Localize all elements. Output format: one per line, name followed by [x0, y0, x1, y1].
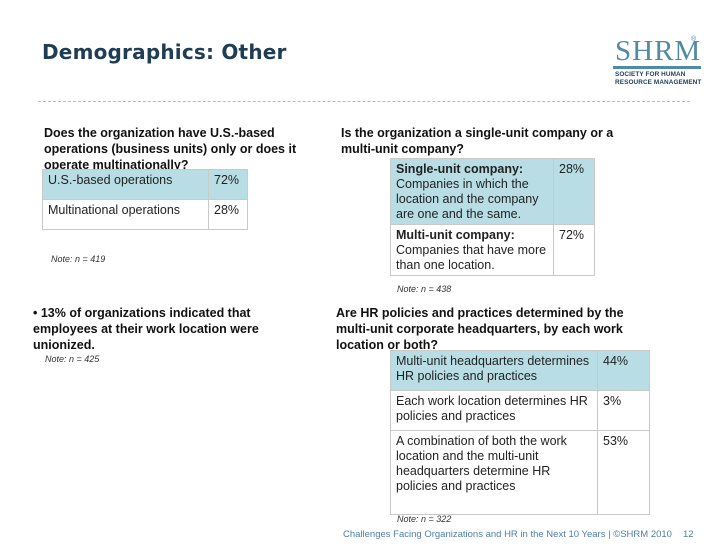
- q2-row-1-cell: Single-unit company: Companies in which …: [390, 158, 554, 225]
- q4-row-2-label: Each work location determines HR policie…: [390, 390, 598, 431]
- table-row: Single-unit company: Companies in which …: [390, 158, 595, 225]
- q2-row-2-title: Multi-unit company:: [396, 228, 515, 242]
- table-row: Multinational operations 28%: [42, 199, 248, 230]
- q3-statement: • 13% of organizations indicated that em…: [33, 306, 259, 352]
- q2-row-1-desc: Companies in which the location and the …: [396, 177, 539, 221]
- q1-row-2-label: Multinational operations: [42, 199, 209, 230]
- q2-row-2-cell: Multi-unit company: Companies that have …: [390, 224, 554, 276]
- logo-line-1: SOCIETY FOR HUMAN: [615, 71, 686, 78]
- table-row: A combination of both the work location …: [390, 430, 650, 515]
- q2-table: Single-unit company: Companies in which …: [390, 158, 595, 276]
- q4-note: Note: n = 322: [397, 514, 452, 524]
- q1-note: Note: n = 419: [51, 254, 106, 264]
- q2-row-1-title: Single-unit company:: [396, 162, 524, 176]
- q1-row-2-pct: 28%: [208, 199, 248, 230]
- table-row: Multi-unit headquarters determines HR po…: [390, 350, 650, 391]
- q2-row-1-pct: 28%: [553, 158, 595, 225]
- q1-table: U.S.-based operations 72% Multinational …: [42, 169, 248, 230]
- q1-question: Does the organization have U.S.-based op…: [44, 126, 297, 172]
- q2-row-2-desc: Companies that have more than one locati…: [396, 243, 547, 272]
- registered-icon: ®: [691, 36, 697, 43]
- q4-row-3-label: A combination of both the work location …: [390, 430, 598, 515]
- q3-note: Note: n = 425: [45, 354, 100, 364]
- q4-row-2-pct: 3%: [597, 390, 650, 431]
- logo-bar: [613, 66, 701, 69]
- q1-row-1-label: U.S.-based operations: [42, 169, 209, 200]
- title-divider: [38, 101, 690, 102]
- q4-row-1-pct: 44%: [597, 350, 650, 391]
- table-row: Multi-unit company: Companies that have …: [390, 224, 595, 276]
- logo-line-2: RESOURCE MANAGEMENT: [615, 78, 702, 86]
- page-title: Demographics: Other: [42, 40, 287, 64]
- table-row: U.S.-based operations 72%: [42, 169, 248, 200]
- q2-row-2-pct: 72%: [553, 224, 595, 276]
- shrm-logo: SHRM ® SOCIETY FOR HUMAN RESOURCE MANAGE…: [612, 36, 702, 92]
- q4-table: Multi-unit headquarters determines HR po…: [390, 350, 650, 515]
- footer-text: Challenges Facing Organizations and HR i…: [343, 529, 672, 540]
- logo-subtitle: SOCIETY FOR HUMAN RESOURCE MANAGEMENT: [615, 71, 705, 86]
- q4-row-1-label: Multi-unit headquarters determines HR po…: [390, 350, 598, 391]
- page-number: 12: [683, 529, 694, 540]
- q4-question: Are HR policies and practices determined…: [336, 306, 624, 352]
- q4-row-3-pct: 53%: [597, 430, 650, 515]
- q2-question: Is the organization a single-unit compan…: [341, 126, 614, 156]
- logo-mark: SHRM: [615, 35, 702, 67]
- table-row: Each work location determines HR policie…: [390, 390, 650, 431]
- q1-row-1-pct: 72%: [208, 169, 248, 200]
- q2-note: Note: n = 438: [397, 284, 452, 294]
